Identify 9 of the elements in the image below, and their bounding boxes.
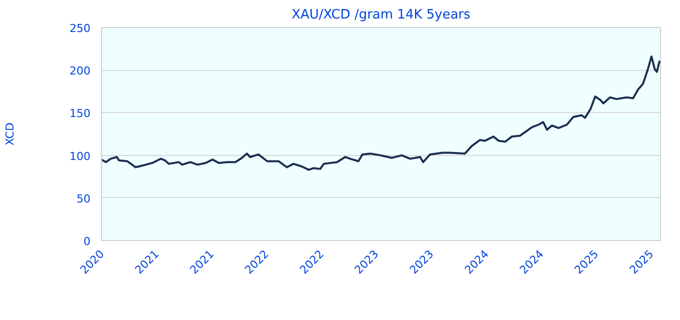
y-tick-label: 50 [76,192,91,206]
line-series [102,55,660,171]
chart-title: XAU/XCD /gram 14K 5years [292,8,471,22]
y-axis-title: XCD [4,122,17,146]
y-tick-label: 250 [70,22,91,35]
y-tick-label: 150 [70,107,91,120]
y-tick-label: 100 [70,150,91,163]
y-tick-label: 200 [70,64,91,78]
y-tick-label: 0 [84,235,90,248]
